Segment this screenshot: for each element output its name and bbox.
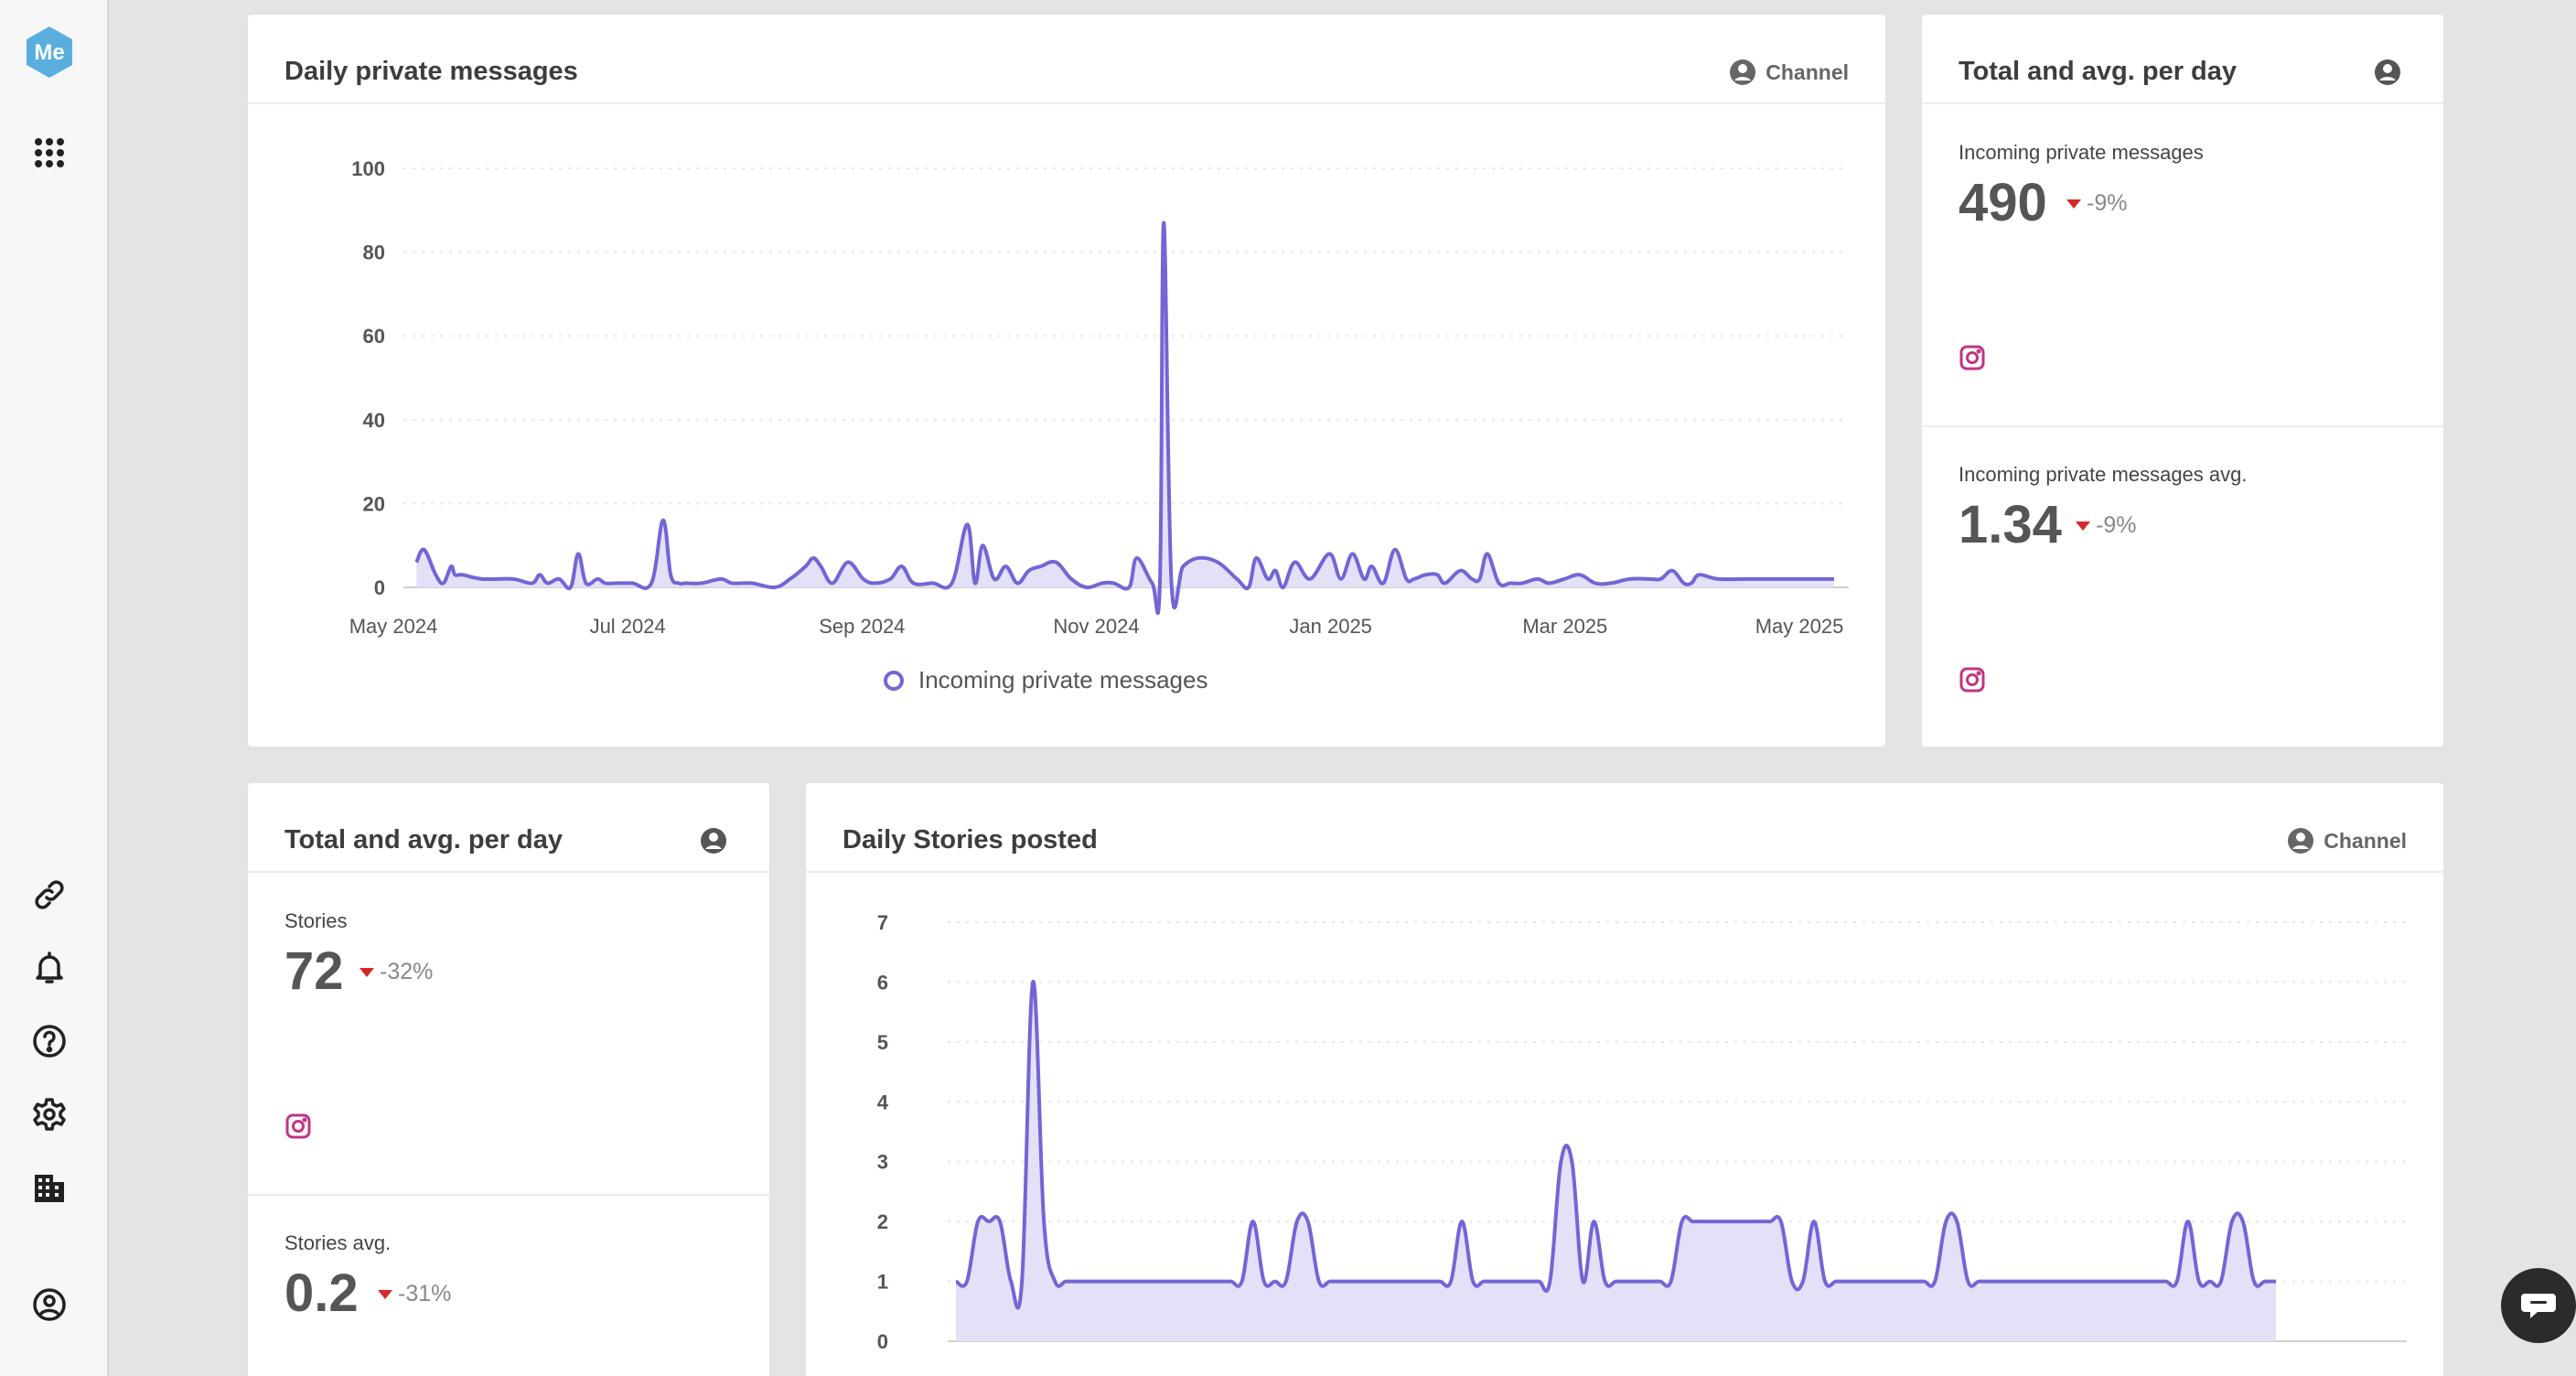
logo-text: Me bbox=[34, 40, 64, 65]
card-title: Total and avg. per day bbox=[1959, 57, 2238, 86]
delta-value: -31% bbox=[398, 1281, 452, 1306]
channel-label: Channel bbox=[2324, 828, 2407, 853]
x-tick-label: Jan 2025 bbox=[1289, 615, 1372, 638]
divider bbox=[1922, 425, 2443, 427]
stat-label: Stories avg. bbox=[284, 1231, 392, 1254]
series-area bbox=[956, 981, 2276, 1341]
apps-grid-icon[interactable] bbox=[27, 131, 71, 175]
y-tick-label: 1 bbox=[877, 1271, 888, 1294]
x-tick-label: May 2024 bbox=[349, 615, 438, 638]
delta-value: -9% bbox=[2096, 512, 2137, 538]
messages-chart-card: Daily private messages Channel 0 20 40 60 80… bbox=[248, 15, 1885, 747]
legend-marker bbox=[884, 670, 904, 691]
messages-totals-card: Total and avg. per day Incoming private … bbox=[1922, 15, 2443, 747]
down-arrow-icon bbox=[378, 1289, 392, 1299]
y-tick-label: 5 bbox=[877, 1031, 888, 1054]
x-tick-label: Mar 2025 bbox=[1522, 615, 1607, 638]
user-circle-icon[interactable] bbox=[27, 1283, 71, 1327]
channel-label: Channel bbox=[1766, 59, 1849, 84]
user-icon[interactable] bbox=[2374, 59, 2401, 86]
y-tick-label: 20 bbox=[363, 492, 385, 515]
x-tick-label: Jul 2024 bbox=[590, 615, 666, 638]
instagram-icon[interactable] bbox=[1959, 666, 1986, 693]
divider bbox=[248, 1194, 769, 1196]
series-line bbox=[955, 980, 2276, 1310]
y-tick-label: 2 bbox=[877, 1210, 888, 1233]
chat-bubble-icon bbox=[2521, 1294, 2556, 1318]
down-arrow-icon bbox=[360, 967, 374, 977]
building-icon[interactable] bbox=[27, 1166, 71, 1209]
bell-icon[interactable] bbox=[27, 946, 71, 990]
app-logo[interactable]: Me bbox=[26, 26, 73, 79]
stat-value: 490 bbox=[1959, 173, 2047, 232]
series-area bbox=[416, 222, 1834, 614]
stat-delta: -9% bbox=[2066, 190, 2127, 217]
y-tick-label: 0 bbox=[877, 1330, 888, 1353]
series-line bbox=[414, 220, 1834, 616]
card-header: Total and avg. per day bbox=[248, 783, 769, 873]
channel-filter-button[interactable]: Channel bbox=[2287, 827, 2407, 855]
stat-delta: -32% bbox=[360, 959, 433, 985]
x-tick-label: Sep 2024 bbox=[819, 615, 905, 638]
stat-label: Incoming private messages avg. bbox=[1959, 463, 2248, 486]
sidebar: Me bbox=[0, 0, 109, 1376]
logo-hexagon-icon: Me bbox=[27, 27, 72, 78]
stat-label: Incoming private messages bbox=[1959, 141, 2204, 164]
down-arrow-icon bbox=[2076, 521, 2090, 531]
messages-line-chart: 0 20 40 60 80 100 May 2024 Jul 2024 Sep 2024 Nov … bbox=[349, 157, 1849, 638]
channel-filter-button[interactable]: Channel bbox=[1729, 59, 1849, 86]
legend-item[interactable]: Incoming private messages bbox=[884, 666, 1208, 694]
y-tick-label: 100 bbox=[351, 157, 385, 180]
card-title: Daily private messages bbox=[284, 57, 578, 86]
y-tick-label: 4 bbox=[877, 1091, 889, 1113]
stat-value: 1.34 bbox=[1959, 495, 2062, 554]
stat-delta: -31% bbox=[378, 1281, 451, 1307]
card-header: Daily private messages Channel bbox=[248, 15, 1885, 104]
stories-totals-card: Total and avg. per day Stories 72 -32% S… bbox=[248, 783, 769, 1376]
stat-value: 0.2 bbox=[284, 1263, 359, 1323]
link-icon[interactable] bbox=[27, 873, 71, 917]
x-tick-label: Nov 2024 bbox=[1053, 615, 1139, 638]
y-tick-label: 3 bbox=[877, 1151, 888, 1174]
x-tick-label: May 2025 bbox=[1755, 615, 1844, 638]
y-tick-label: 40 bbox=[363, 409, 385, 432]
y-tick-label: 7 bbox=[877, 911, 888, 934]
stat-value: 72 bbox=[284, 941, 344, 1001]
chat-button[interactable] bbox=[2501, 1268, 2576, 1343]
down-arrow-icon bbox=[2066, 199, 2081, 209]
delta-value: -9% bbox=[2087, 190, 2128, 216]
help-icon[interactable] bbox=[27, 1019, 71, 1063]
user-icon bbox=[2288, 828, 2314, 854]
delta-value: -32% bbox=[380, 959, 434, 984]
gear-icon[interactable] bbox=[27, 1092, 71, 1136]
card-title: Total and avg. per day bbox=[284, 825, 564, 855]
y-tick-label: 60 bbox=[363, 325, 385, 348]
stories-chart-card: Daily Stories posted Channel 0 1 2 3 4 5 6 7 bbox=[806, 783, 2443, 1376]
legend-label: Incoming private messages bbox=[918, 666, 1208, 693]
y-tick-label: 0 bbox=[374, 576, 385, 599]
y-tick-label: 80 bbox=[363, 242, 385, 264]
card-title: Daily Stories posted bbox=[843, 825, 1098, 855]
card-header: Daily Stories posted Channel bbox=[806, 783, 2443, 873]
stat-delta: -9% bbox=[2076, 512, 2136, 539]
instagram-icon[interactable] bbox=[284, 1113, 312, 1140]
stat-label: Stories bbox=[284, 909, 348, 932]
y-tick-label: 6 bbox=[877, 971, 888, 994]
stories-line-chart: 0 1 2 3 4 5 6 7 bbox=[877, 911, 2407, 1353]
card-header: Total and avg. per day bbox=[1922, 15, 2443, 104]
user-icon bbox=[1730, 59, 1756, 85]
user-icon[interactable] bbox=[700, 827, 727, 855]
instagram-icon[interactable] bbox=[1959, 344, 1986, 371]
